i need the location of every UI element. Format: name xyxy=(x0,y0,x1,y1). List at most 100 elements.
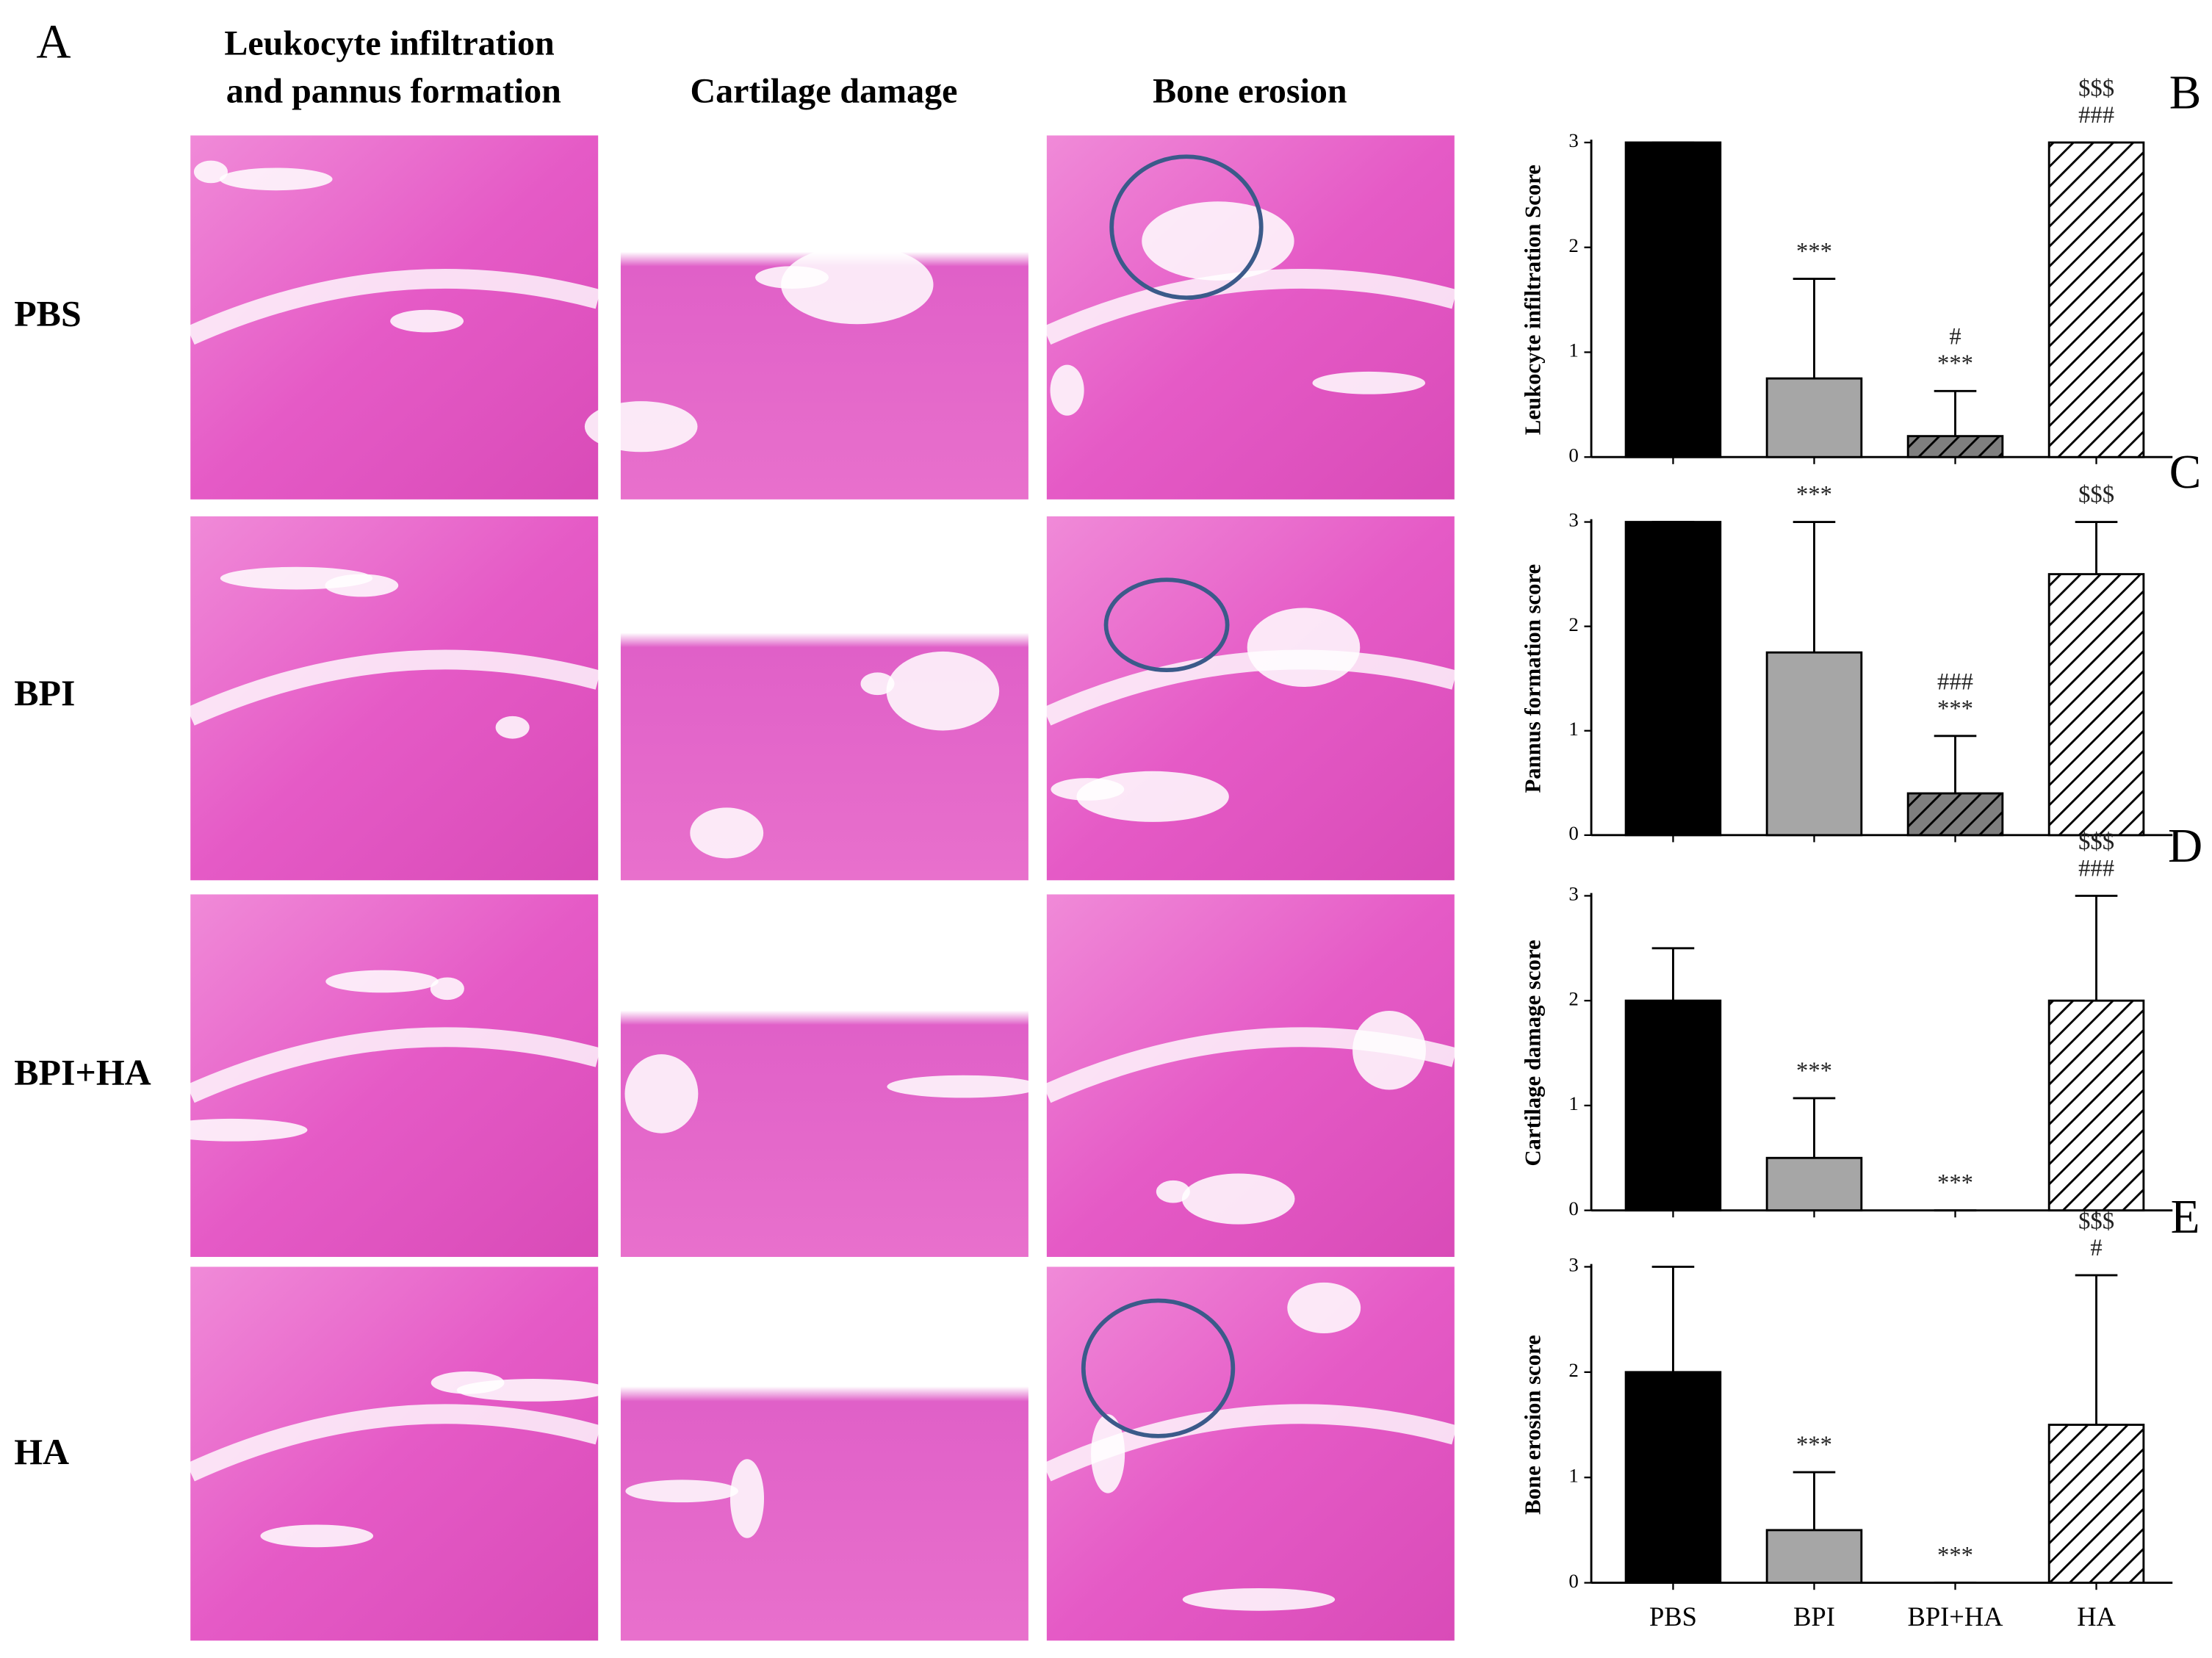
tissue-gap xyxy=(193,160,228,184)
y-axis-title: Leukocyte infiltration Score xyxy=(1520,165,1545,435)
bar xyxy=(1906,792,2004,837)
tissue-gap xyxy=(1076,771,1229,822)
error-bar xyxy=(2075,1274,2118,1425)
y-tick-label: 2 xyxy=(1568,1359,1578,1381)
y-tick-label: 2 xyxy=(1568,613,1578,635)
error-bar xyxy=(1793,278,1836,379)
y-tick-label: 1 xyxy=(1568,718,1578,740)
micrograph xyxy=(620,1266,1028,1641)
tissue-gap xyxy=(219,167,333,191)
x-tick-label: BPI xyxy=(1793,1601,1835,1632)
tissue-gap xyxy=(625,1479,738,1503)
tissue-gap xyxy=(1182,1587,1336,1611)
y-tick-label: 3 xyxy=(1568,129,1578,151)
y-tick-label: 3 xyxy=(1568,883,1578,905)
error-bar xyxy=(1651,1266,1695,1372)
significance-label: ### xyxy=(1937,668,1973,695)
tissue-gap xyxy=(886,651,1000,731)
row-label: BPI+HA xyxy=(14,1053,151,1093)
y-tick-label: 1 xyxy=(1568,339,1578,361)
tissue-band xyxy=(1042,1027,1458,1103)
y-tick-label: 3 xyxy=(1568,1254,1578,1276)
highlight-circle xyxy=(1081,1298,1236,1438)
tissue-band xyxy=(186,1404,601,1482)
bar xyxy=(1624,999,1722,1212)
bar xyxy=(1765,1529,1863,1585)
significance-label: *** xyxy=(1937,350,1973,377)
significance-label: *** xyxy=(1796,238,1832,264)
x-tick-label: PBS xyxy=(1649,1601,1697,1632)
y-tick-label: 1 xyxy=(1568,1092,1578,1114)
significance-label: *** xyxy=(1796,481,1832,508)
error-bar xyxy=(1934,735,1977,794)
y-tick-label: 2 xyxy=(1568,987,1578,1009)
significance-label: ### xyxy=(2078,102,2114,129)
y-tick-label: 1 xyxy=(1568,1464,1578,1486)
tissue-gap xyxy=(1181,1173,1295,1225)
error-bar xyxy=(2075,894,2118,1001)
panel-label: A xyxy=(36,15,71,68)
tissue-gap xyxy=(1287,1282,1361,1334)
tissue-gap xyxy=(1142,201,1294,281)
bar xyxy=(2047,141,2145,458)
significance-label: $$$ xyxy=(2078,75,2114,101)
bar xyxy=(1624,1371,1722,1585)
column-header: and pannus formation xyxy=(226,72,561,111)
error-bar xyxy=(1793,1471,1836,1530)
panel-label: B xyxy=(2169,67,2202,120)
tissue-band xyxy=(186,649,601,726)
tissue-gap xyxy=(690,807,764,859)
significance-label: $$$ xyxy=(2078,829,2114,855)
tissue-gap xyxy=(729,1459,765,1538)
bar xyxy=(2047,1424,2145,1585)
tissue-gap xyxy=(325,574,399,597)
bar xyxy=(1765,1156,1863,1212)
bar xyxy=(2047,573,2145,837)
bar xyxy=(1765,651,1863,837)
tissue-gap xyxy=(1156,1180,1190,1203)
bar xyxy=(1624,521,1722,837)
panel-label: E xyxy=(2171,1191,2200,1244)
tissue-gap xyxy=(456,1379,610,1402)
error-bar xyxy=(1793,521,1836,653)
tissue-gap xyxy=(430,977,464,1001)
tissue-gap xyxy=(1247,608,1361,687)
bar xyxy=(1906,435,2004,458)
significance-label: $$$ xyxy=(2078,481,2114,508)
row-label: HA xyxy=(14,1432,69,1472)
significance-label: *** xyxy=(1937,1543,1973,1569)
bar xyxy=(2047,999,2145,1212)
tissue-gap xyxy=(495,716,530,739)
error-bar xyxy=(1934,389,1977,436)
panel-label: C xyxy=(2169,446,2202,499)
y-tick-label: 0 xyxy=(1568,1197,1578,1219)
micrographs xyxy=(155,135,1458,1641)
panel-label: D xyxy=(2168,820,2202,873)
tissue-gap xyxy=(821,1319,974,1371)
x-tick-label: BPI+HA xyxy=(1908,1601,2004,1632)
column-header: Leukocyte infiltration xyxy=(224,24,554,62)
tissue-gap xyxy=(887,1075,1040,1098)
significance-label: # xyxy=(1949,324,1961,350)
y-tick-label: 3 xyxy=(1568,509,1578,531)
significance-label: # xyxy=(2090,1235,2102,1261)
significance-label: ### xyxy=(2078,855,2114,882)
significance-label: *** xyxy=(1796,1432,1832,1458)
x-tick-label: HA xyxy=(2077,1601,2116,1632)
bar xyxy=(1624,141,1722,458)
tissue-band xyxy=(186,269,601,345)
significance-label: *** xyxy=(1796,1058,1832,1084)
highlight-circle xyxy=(1109,154,1264,300)
tissue-band xyxy=(1042,1404,1458,1482)
y-tick-label: 0 xyxy=(1568,444,1578,466)
tissue-gap xyxy=(860,672,895,696)
column-header: Bone erosion xyxy=(1153,72,1347,111)
bar xyxy=(1765,377,1863,458)
tissue-gap xyxy=(781,245,934,325)
error-bar xyxy=(1793,1097,1836,1158)
tissue-gap xyxy=(260,1524,374,1548)
tissue-gap xyxy=(624,1054,699,1133)
y-tick-label: 0 xyxy=(1568,822,1578,844)
error-bar xyxy=(2075,521,2118,574)
